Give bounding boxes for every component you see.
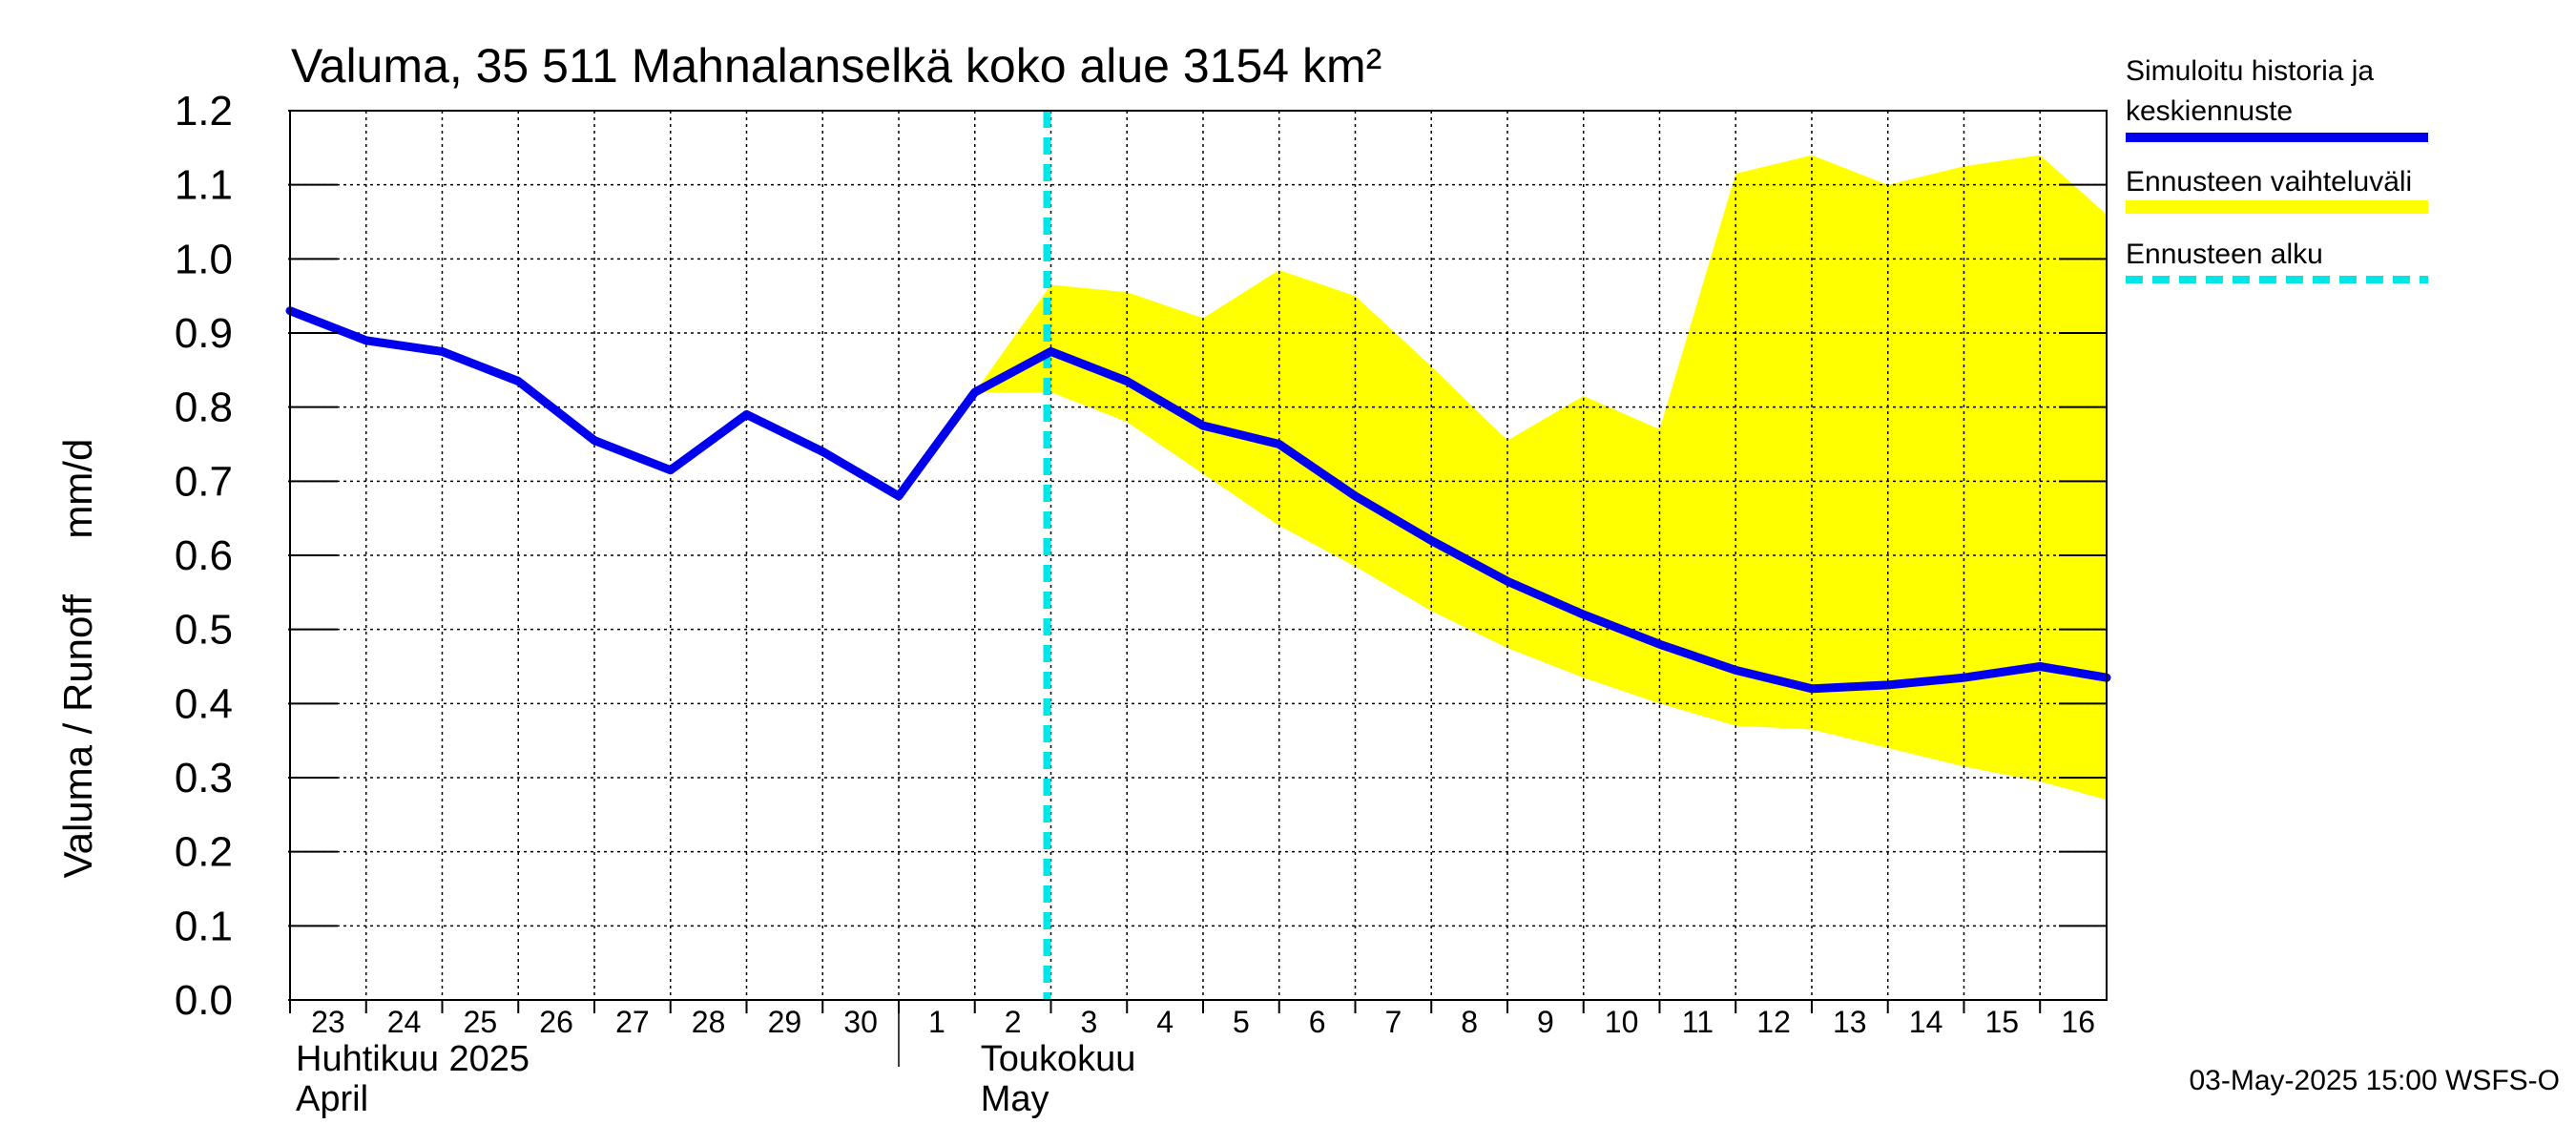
month-label-en: April xyxy=(296,1079,368,1119)
y-tick-label: 0.7 xyxy=(175,458,233,505)
series-line-runoff xyxy=(285,306,2111,694)
y-tick-label: 0.3 xyxy=(175,755,233,802)
x-tick-label: 9 xyxy=(1537,1005,1554,1039)
month-label-en: May xyxy=(981,1079,1049,1119)
x-tick-label: 5 xyxy=(1233,1005,1250,1039)
y-axis-label: Valuma / Runoff mm/d xyxy=(55,439,100,879)
y-axis-ticks: 0.0 0.1 0.2 0.3 0.4 0.5 0.6 0.7 0.8 0.9 1.0 1.1 1.2 xyxy=(175,88,2107,1024)
x-tick-label: 10 xyxy=(1605,1005,1639,1039)
x-tick-label: 3 xyxy=(1081,1005,1098,1039)
y-tick-label: 0.1 xyxy=(175,903,233,949)
month-label-fi: Toukokuu xyxy=(981,1039,1136,1079)
forecast-range-band xyxy=(974,155,2108,801)
x-tick-label: 28 xyxy=(692,1005,726,1039)
y-tick-label: 0.5 xyxy=(175,607,233,654)
x-tick-label: 15 xyxy=(1985,1005,2020,1039)
x-tick-label: 2 xyxy=(1005,1005,1022,1039)
y-tick-label: 0.0 xyxy=(175,977,233,1024)
legend-label-series-line1: Simuloitu historia ja xyxy=(2126,55,2374,87)
x-tick-label: 6 xyxy=(1309,1005,1326,1039)
x-tick-label: 16 xyxy=(2061,1005,2095,1039)
x-tick-label: 7 xyxy=(1385,1005,1402,1039)
x-tick-label: 12 xyxy=(1756,1005,1791,1039)
month-label-fi: Huhtikuu 2025 xyxy=(296,1039,530,1079)
x-tick-label: 25 xyxy=(464,1005,498,1039)
forecast-range-area xyxy=(974,155,2108,801)
x-tick-label: 24 xyxy=(387,1005,422,1039)
series-lines xyxy=(285,306,2111,694)
x-tick-label: 1 xyxy=(928,1005,945,1039)
y-tick-label: 1.0 xyxy=(175,236,233,282)
x-tick-label: 11 xyxy=(1682,1005,1714,1039)
y-tick-label: 1.2 xyxy=(175,88,233,135)
y-tick-label: 0.6 xyxy=(175,532,233,579)
x-tick-label: 8 xyxy=(1461,1005,1478,1039)
legend: Simuloitu historia ja keskiennuste Ennus… xyxy=(2126,55,2428,283)
x-tick-label: 13 xyxy=(1833,1005,1867,1039)
x-tick-label: 27 xyxy=(615,1005,650,1039)
x-tick-label: 4 xyxy=(1156,1005,1174,1039)
x-tick-label: 30 xyxy=(843,1005,878,1039)
grid xyxy=(290,111,2107,1000)
x-tick-label: 29 xyxy=(768,1005,802,1039)
footer-timestamp: 03-May-2025 15:00 WSFS-O xyxy=(2190,1065,2561,1096)
legend-label-series-line2: keskiennuste xyxy=(2126,95,2293,127)
x-tick-label: 26 xyxy=(539,1005,573,1039)
y-tick-label: 0.9 xyxy=(175,310,233,357)
legend-label-range: Ennusteen vaihteluväli xyxy=(2126,166,2412,198)
y-tick-label: 0.2 xyxy=(175,829,233,876)
y-tick-label: 1.1 xyxy=(175,162,233,209)
x-axis-ticks: 23 24 25 26 27 28 29 30 1 2 3 4 5 6 7 8 9 10 11 12 13 14 15 16 xyxy=(289,1000,2095,1067)
y-tick-label: 0.8 xyxy=(175,385,233,431)
x-tick-label: 23 xyxy=(311,1005,345,1039)
x-tick-label: 14 xyxy=(1909,1005,1943,1039)
legend-label-forecast-start: Ennusteen alku xyxy=(2126,239,2323,270)
chart-title: Valuma, 35 511 Mahnalanselkä koko alue 3… xyxy=(291,39,1381,93)
y-tick-label: 0.4 xyxy=(175,680,233,727)
